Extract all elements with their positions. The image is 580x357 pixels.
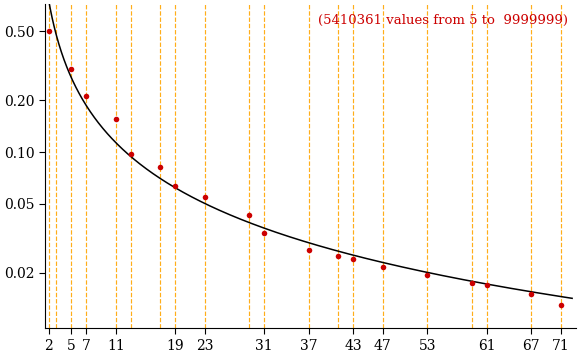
Text: (5410361 values from 5 to  9999999): (5410361 values from 5 to 9999999) (318, 14, 568, 27)
